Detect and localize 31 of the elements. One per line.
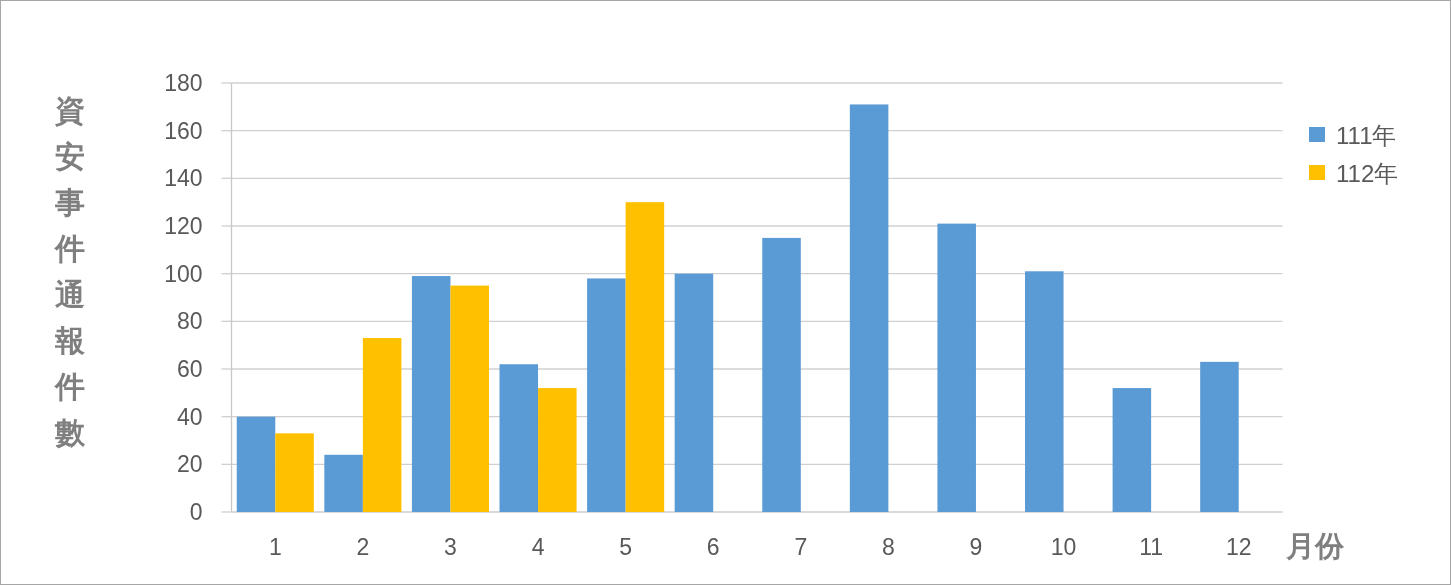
y-tick-label: 100 <box>164 260 203 287</box>
y-tick-label: 160 <box>164 117 203 144</box>
bar <box>450 285 489 512</box>
bar <box>275 433 314 512</box>
bar <box>849 104 889 512</box>
y-tick-label: 120 <box>164 213 203 239</box>
y-tick-label: 60 <box>176 356 203 382</box>
bar <box>411 276 451 512</box>
bar <box>362 338 402 512</box>
y-tick-label: 80 <box>176 308 203 335</box>
x-axis-title: 月份 <box>1285 530 1345 562</box>
bar <box>587 278 626 512</box>
bar <box>674 273 714 512</box>
y-tick-label: 140 <box>164 165 203 192</box>
bar <box>625 202 665 512</box>
y-tick-label: 0 <box>189 499 203 525</box>
y-tick-label: 20 <box>176 451 203 478</box>
bar <box>1025 271 1064 512</box>
bar <box>236 416 276 512</box>
bar <box>762 237 801 512</box>
bar <box>538 388 577 512</box>
y-tick-label: 180 <box>164 70 203 96</box>
bar <box>1200 361 1239 512</box>
bar <box>937 223 976 512</box>
bar <box>324 454 363 512</box>
bar <box>499 364 539 512</box>
y-axis-title: 資安事件通報件數 <box>54 93 86 451</box>
legend-label: 112年 <box>1336 160 1399 187</box>
y-tick-label: 40 <box>176 403 203 430</box>
legend-label: 111年 <box>1336 122 1397 149</box>
bar <box>1112 388 1152 512</box>
